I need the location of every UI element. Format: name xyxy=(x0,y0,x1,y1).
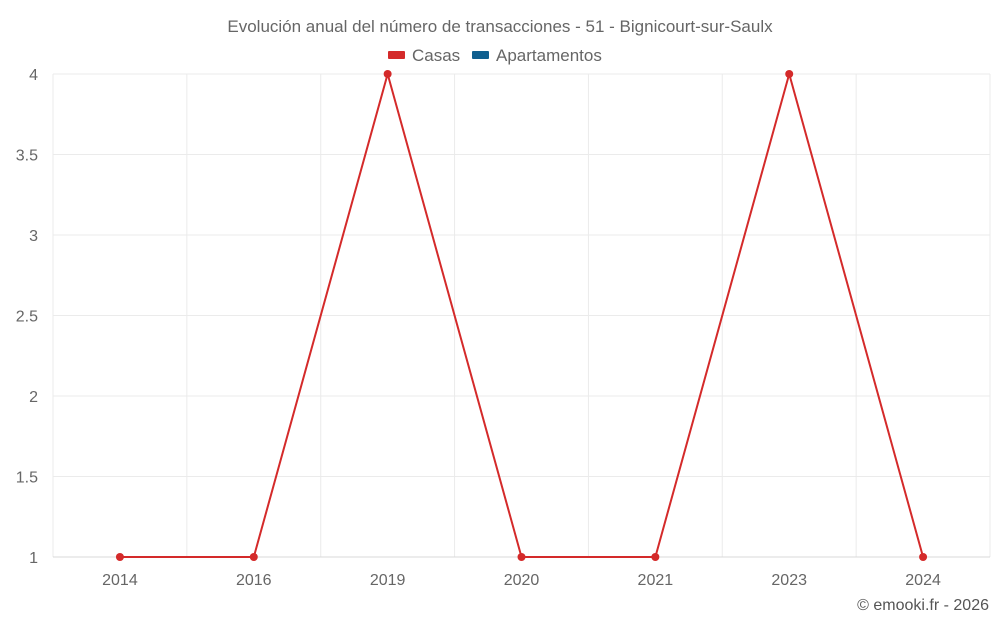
data-point-casas[interactable] xyxy=(115,553,124,561)
y-tick-label: 4 xyxy=(29,67,38,84)
plot-area xyxy=(115,70,928,561)
data-point-casas[interactable] xyxy=(383,70,392,78)
legend-swatch-casas xyxy=(388,51,405,59)
legend: Casas Apartamentos xyxy=(388,46,602,65)
y-tick-label: 1.5 xyxy=(16,470,38,487)
data-point-casas[interactable] xyxy=(919,553,928,561)
data-point-casas[interactable] xyxy=(517,553,526,561)
legend-label-apartamentos: Apartamentos xyxy=(496,46,602,65)
credit-text: © emooki.fr - 2026 xyxy=(857,597,989,614)
y-tick-label: 2.5 xyxy=(16,309,38,326)
x-tick-label: 2021 xyxy=(638,572,674,589)
data-point-casas[interactable] xyxy=(651,553,660,561)
y-tick-label: 2 xyxy=(29,389,38,406)
x-tick-label: 2024 xyxy=(905,572,941,589)
x-tick-label: 2023 xyxy=(771,572,807,589)
y-axis: 1 1.5 2 2.5 3 3.5 4 xyxy=(16,67,38,567)
legend-item-apartamentos[interactable]: Apartamentos xyxy=(472,46,602,65)
legend-item-casas[interactable]: Casas xyxy=(388,46,460,65)
x-tick-label: 2014 xyxy=(102,572,138,589)
x-tick-label: 2020 xyxy=(504,572,540,589)
y-tick-label: 3.5 xyxy=(16,148,38,165)
x-tick-label: 2019 xyxy=(370,572,406,589)
x-axis: 2014 2016 2019 2020 2021 2023 2024 xyxy=(53,556,990,589)
y-tick-label: 3 xyxy=(29,228,38,245)
data-point-casas[interactable] xyxy=(249,553,258,561)
y-tick-label: 1 xyxy=(29,550,38,567)
data-point-casas[interactable] xyxy=(785,70,794,78)
grid xyxy=(52,73,991,558)
legend-swatch-apartamentos xyxy=(472,51,489,59)
legend-label-casas: Casas xyxy=(412,46,460,65)
chart-title: Evolución anual del número de transaccio… xyxy=(227,17,773,36)
x-tick-label: 2016 xyxy=(236,572,272,589)
